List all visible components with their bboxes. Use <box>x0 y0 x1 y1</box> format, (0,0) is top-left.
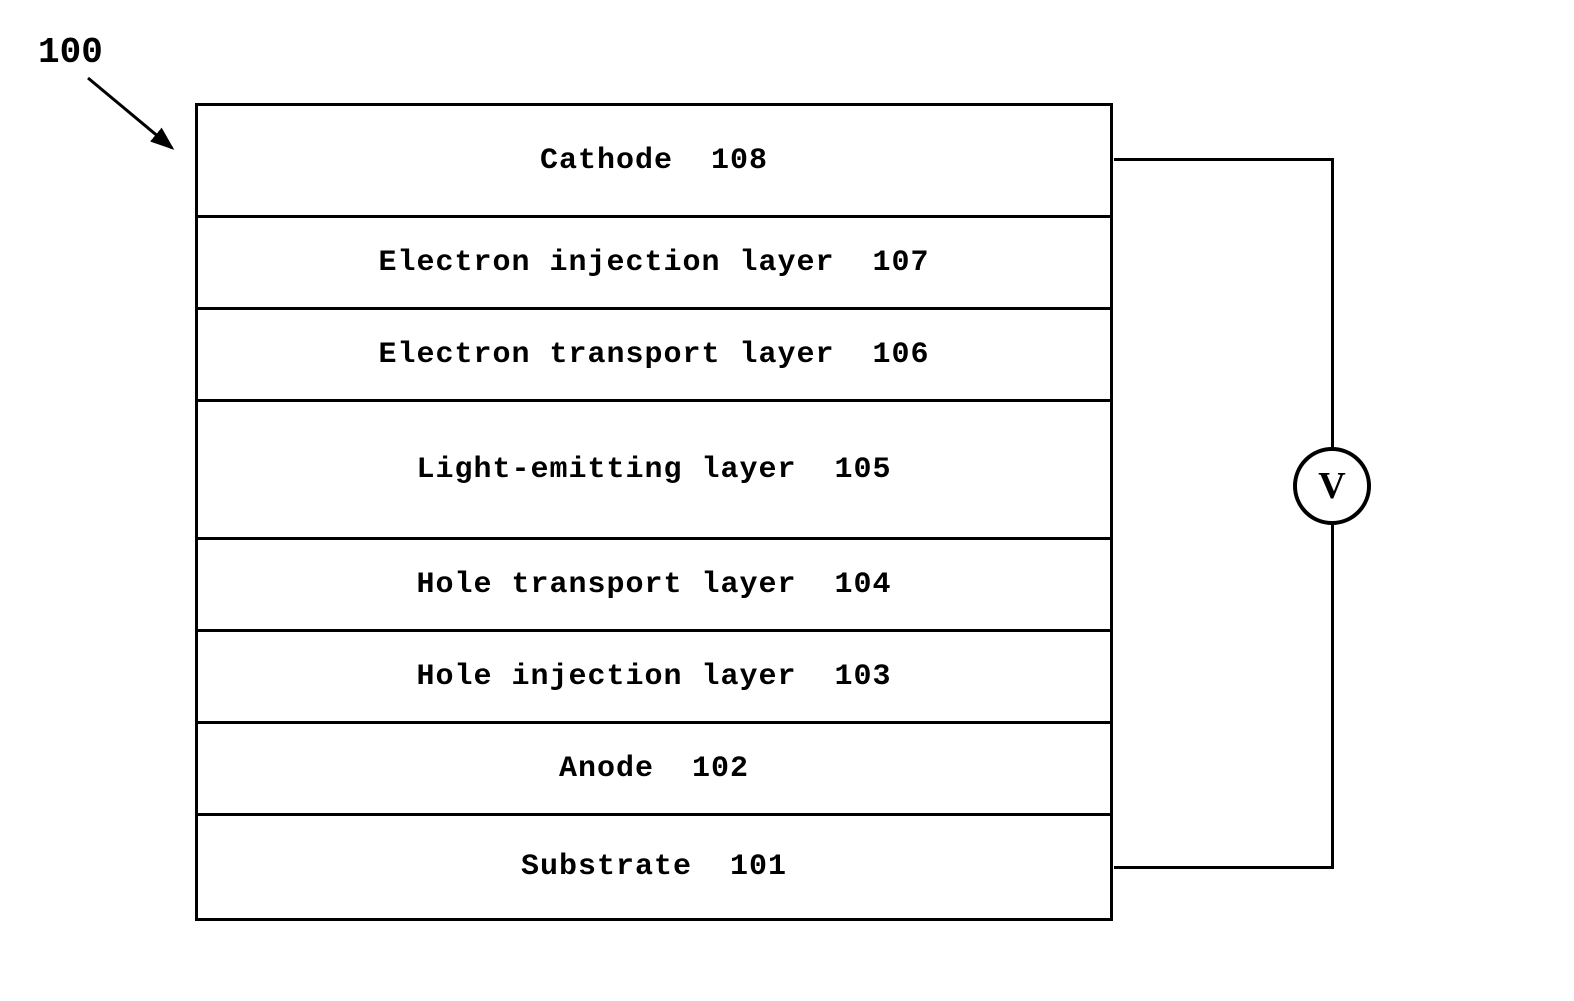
layer-number: 103 <box>835 660 892 694</box>
layer-label: Electron injection layer <box>378 246 834 280</box>
layer-108: Cathode 108 <box>198 106 1110 218</box>
layer-103: Hole injection layer 103 <box>198 632 1110 724</box>
wire-bottom-horizontal <box>1114 866 1334 869</box>
layer-number: 108 <box>711 144 768 178</box>
layer-101: Substrate 101 <box>198 816 1110 918</box>
layer-number: 104 <box>835 568 892 602</box>
wire-top-horizontal <box>1114 158 1334 161</box>
layer-label: Hole transport layer <box>416 568 796 602</box>
layer-number: 101 <box>730 850 787 884</box>
reference-number-label: 100 <box>38 32 103 73</box>
layer-number: 106 <box>873 338 930 372</box>
layer-104: Hole transport layer 104 <box>198 540 1110 632</box>
layer-label: Cathode <box>540 144 673 178</box>
wire-top-vertical <box>1331 158 1334 447</box>
wire-bottom-vertical <box>1331 525 1334 869</box>
layer-label: Electron transport layer <box>378 338 834 372</box>
layer-number: 107 <box>873 246 930 280</box>
layer-number: 102 <box>692 752 749 786</box>
layer-106: Electron transport layer 106 <box>198 310 1110 402</box>
layer-105: Light-emitting layer 105 <box>198 402 1110 540</box>
layer-107: Electron injection layer 107 <box>198 218 1110 310</box>
layer-stack: Cathode 108Electron injection layer 107E… <box>195 103 1113 921</box>
layer-label: Light-emitting layer <box>416 453 796 487</box>
voltage-source-label: V <box>1318 464 1345 508</box>
layer-label: Substrate <box>521 850 692 884</box>
layer-label: Hole injection layer <box>416 660 796 694</box>
layer-102: Anode 102 <box>198 724 1110 816</box>
layer-label: Anode <box>559 752 654 786</box>
layer-number: 105 <box>835 453 892 487</box>
voltage-source: V <box>1293 447 1371 525</box>
